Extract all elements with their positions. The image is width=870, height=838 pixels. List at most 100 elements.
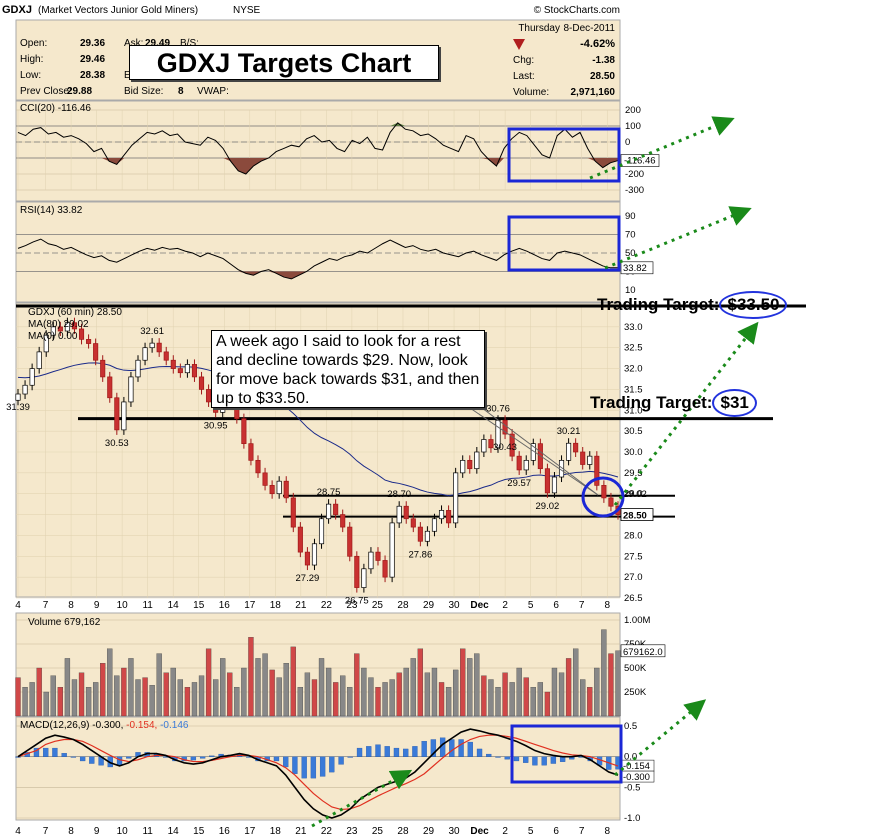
macd-histogram-bar bbox=[347, 756, 353, 758]
cci-tick-label: -200 bbox=[625, 169, 644, 180]
volume-bar bbox=[410, 658, 416, 717]
volume-bar bbox=[22, 687, 28, 717]
svg-text:Bid Size:: Bid Size: bbox=[124, 86, 163, 97]
price-point-label: 29.02 bbox=[536, 501, 560, 512]
candle-down bbox=[163, 351, 169, 361]
x-axis-label: 8 bbox=[604, 600, 610, 611]
volume-bar bbox=[572, 648, 579, 717]
x-axis-label: 4 bbox=[15, 826, 21, 837]
volume-bar bbox=[184, 687, 191, 717]
candle-up bbox=[135, 359, 141, 378]
price-point-label: 31.39 bbox=[6, 402, 30, 413]
macd-histogram-bar bbox=[356, 747, 363, 757]
x-axis-label: 8 bbox=[68, 600, 74, 611]
volume-bar bbox=[205, 648, 212, 717]
macd-histogram-bar bbox=[467, 741, 473, 757]
macd-histogram-bar bbox=[375, 744, 381, 757]
svg-text:29.46: 29.46 bbox=[80, 54, 105, 65]
macd-tick-label: 0.5 bbox=[624, 721, 637, 732]
volume-bar bbox=[241, 667, 247, 717]
svg-text:High:: High: bbox=[20, 54, 43, 65]
macd-histogram-bar bbox=[89, 756, 95, 764]
candle-down bbox=[248, 443, 254, 461]
candle-down bbox=[573, 442, 579, 453]
x-axis-label: 8 bbox=[604, 826, 610, 837]
cci-tick-label: 0 bbox=[625, 137, 630, 148]
volume-last-box bbox=[620, 644, 666, 658]
candle-up bbox=[276, 480, 282, 495]
svg-text:Volume:: Volume: bbox=[513, 87, 549, 98]
volume-bar bbox=[523, 677, 529, 717]
volume-bar bbox=[15, 677, 21, 717]
target-value-3350: $33.50 bbox=[719, 291, 788, 319]
x-axis-label: 15 bbox=[193, 600, 205, 611]
x-axis-label: 30 bbox=[448, 826, 460, 837]
candle-down bbox=[156, 342, 162, 353]
price-point-label: 32.61 bbox=[140, 326, 164, 337]
x-axis-label: 6 bbox=[553, 600, 559, 611]
annotation-pointer bbox=[481, 407, 599, 496]
volume-bar bbox=[347, 687, 353, 717]
svg-text:8: 8 bbox=[178, 86, 184, 97]
macd-histogram-bar bbox=[33, 747, 40, 757]
volume-bar bbox=[368, 677, 374, 717]
x-axis-label: 29 bbox=[423, 600, 435, 611]
x-axis-label: 28 bbox=[397, 826, 409, 837]
volume-bar bbox=[170, 667, 176, 717]
volume-bar bbox=[43, 691, 49, 717]
macd-histogram-bar bbox=[52, 747, 58, 757]
volume-tick-label: 750K bbox=[624, 639, 647, 650]
projection-arrows bbox=[311, 116, 759, 828]
down-triangle-icon bbox=[513, 39, 525, 50]
volume-bar bbox=[516, 667, 522, 717]
volume-bar bbox=[509, 682, 515, 717]
cci-panel bbox=[15, 100, 621, 202]
volume-tick-label: 250K bbox=[624, 687, 647, 698]
price-tick-label: 32.0 bbox=[624, 364, 643, 375]
volume-bar bbox=[220, 658, 226, 717]
ma-legend: MA(80) 29.02 bbox=[28, 319, 89, 330]
volume-bar bbox=[544, 691, 551, 717]
price-tick-label: 29.5 bbox=[624, 468, 643, 479]
volume-bar bbox=[177, 679, 184, 717]
candle-down bbox=[601, 485, 607, 499]
macd-tick-label: -1.0 bbox=[624, 813, 640, 824]
macd-line bbox=[17, 728, 619, 819]
candle-down bbox=[283, 480, 289, 499]
x-axis-label: 23 bbox=[346, 600, 358, 611]
candle-down bbox=[354, 555, 360, 588]
svg-text:Last:: Last: bbox=[513, 71, 535, 82]
volume-bar bbox=[467, 658, 473, 717]
candle-up bbox=[566, 442, 572, 461]
svg-text:E: E bbox=[124, 70, 131, 81]
header-exchange: NYSE bbox=[233, 5, 261, 16]
candle-up bbox=[50, 326, 56, 336]
macd-histogram-bar bbox=[283, 756, 289, 768]
candle-down bbox=[255, 459, 261, 474]
macd-histogram-bar bbox=[486, 753, 492, 757]
candle-up bbox=[523, 459, 529, 471]
macd-tick-label: -0.5 bbox=[624, 782, 640, 793]
candle-up bbox=[22, 384, 28, 395]
volume-bar bbox=[495, 687, 501, 717]
volume-bar bbox=[128, 658, 134, 717]
candle-down bbox=[594, 455, 600, 486]
price-legend: GDXJ (60 min) 28.50 bbox=[28, 307, 122, 318]
price-highlight-circle bbox=[581, 476, 625, 518]
macd-histogram-bar bbox=[421, 741, 427, 757]
candle-down bbox=[347, 526, 353, 557]
volume-tick-label: 500K bbox=[624, 663, 647, 674]
candle-up bbox=[424, 530, 430, 542]
candle-down bbox=[608, 497, 614, 507]
x-axis-label: 6 bbox=[553, 826, 559, 837]
candle-up bbox=[481, 439, 487, 453]
macd-histogram-bar bbox=[541, 756, 547, 766]
macd-histogram-bar bbox=[430, 739, 437, 757]
volume-bar bbox=[255, 658, 261, 717]
moving-average-line bbox=[17, 362, 619, 497]
candle-up bbox=[318, 518, 325, 545]
candle-down bbox=[297, 526, 303, 553]
macd-histogram-bar bbox=[273, 756, 280, 762]
target-value-31: $31 bbox=[712, 389, 757, 417]
